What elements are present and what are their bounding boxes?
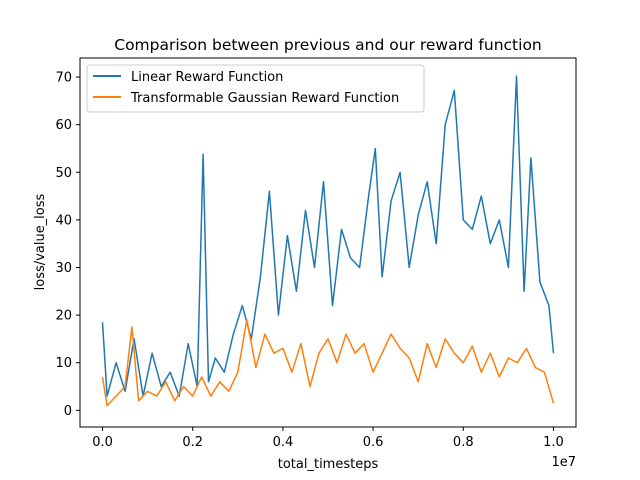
x-tick-label: 0.6: [363, 435, 384, 450]
y-axis-label: loss/value_loss: [33, 193, 48, 290]
plot-area: [101, 75, 555, 407]
x-axis-label: total_timesteps: [278, 457, 379, 472]
x-axis: 0.0 0.2 0.4 0.6 0.8 1.0: [92, 427, 564, 450]
legend-label-linear: Linear Reward Function: [131, 70, 283, 85]
y-tick-label: 40: [55, 213, 72, 228]
y-tick-label: 0: [64, 404, 72, 419]
y-tick-label: 70: [55, 71, 72, 86]
series-line-gaussian: [101, 319, 555, 407]
legend-box: [86, 64, 425, 113]
x-axis-offset-label: 1e7: [551, 455, 576, 470]
y-axis: 0 10 20 30 40 50 60 70: [55, 71, 80, 419]
y-tick-label: 50: [55, 166, 72, 181]
y-tick-label: 30: [55, 261, 72, 276]
axes-frame: [79, 57, 577, 428]
y-tick-label: 60: [55, 118, 72, 133]
chart-title: Comparison between previous and our rewa…: [114, 36, 542, 54]
x-tick-label: 1.0: [543, 435, 564, 450]
x-tick-label: 0.0: [92, 435, 113, 450]
y-tick-label: 10: [55, 356, 72, 371]
x-tick-label: 0.4: [273, 435, 294, 450]
legend-label-gaussian: Transformable Gaussian Reward Function: [130, 91, 399, 106]
series-line-linear: [101, 75, 555, 397]
x-tick-label: 0.8: [453, 435, 474, 450]
y-tick-label: 20: [55, 309, 72, 324]
legend: Linear Reward Function Transformable Gau…: [86, 64, 425, 113]
x-tick-label: 0.2: [182, 435, 203, 450]
